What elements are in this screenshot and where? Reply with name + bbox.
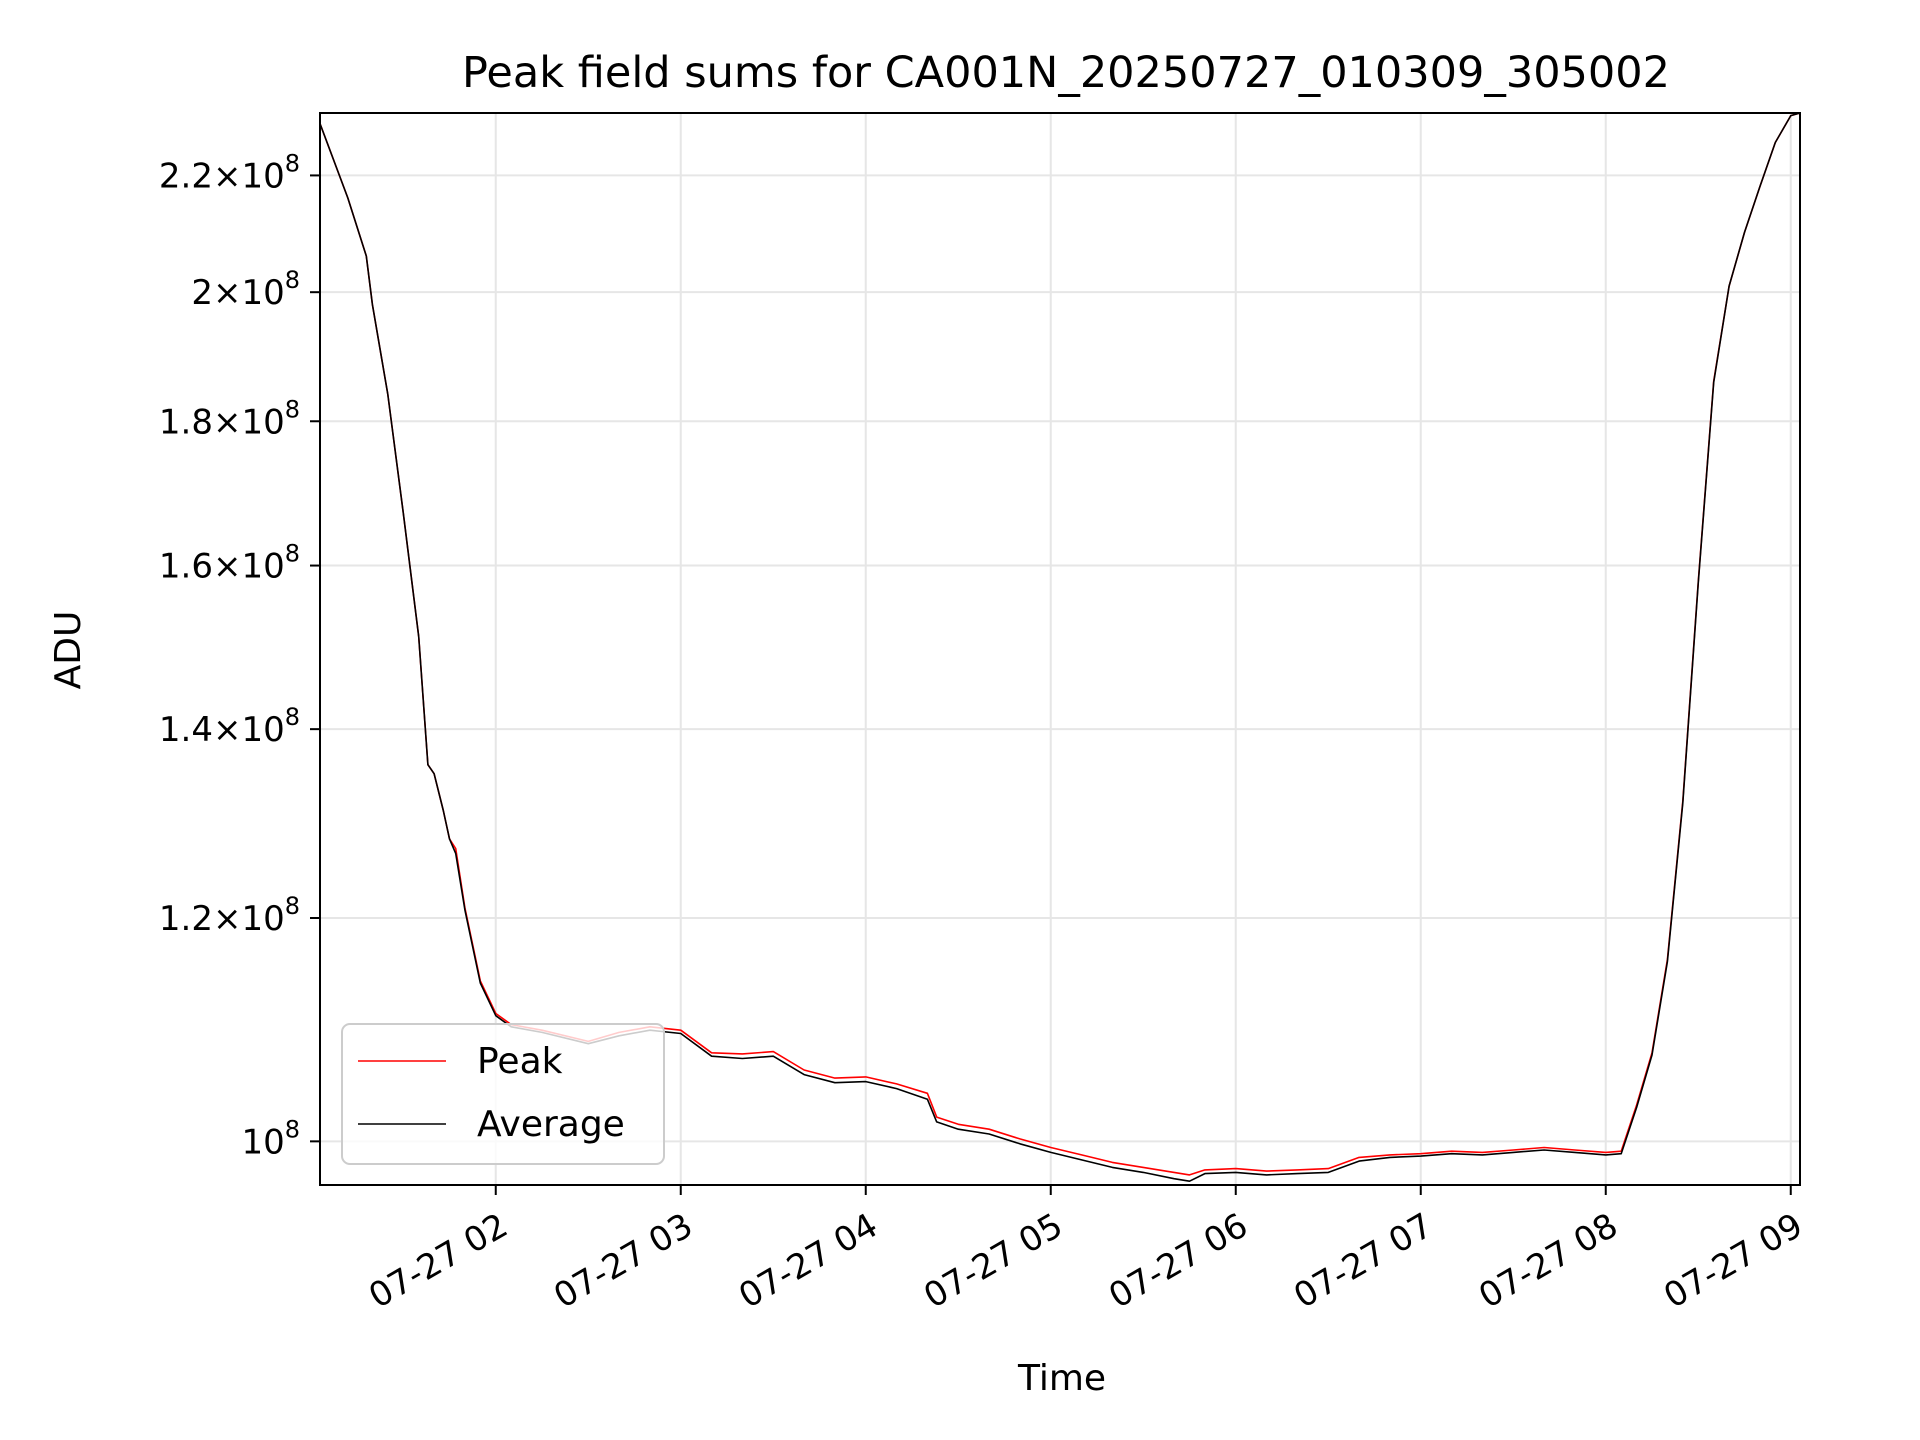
plot-frame: [319, 112, 1801, 1186]
x-axis-label: Time: [1017, 1358, 1106, 1399]
y-axis-label: ADU: [48, 611, 89, 690]
plot-area: [319, 112, 1801, 1182]
y-tick-label: 108: [241, 1115, 300, 1162]
legend: Peak Average: [341, 1023, 665, 1165]
y-tick-label: 2.2×108: [159, 149, 300, 196]
y-tick-mantissa: 2.2×10: [159, 156, 285, 196]
y-tick-mantissa: 10: [241, 1122, 284, 1162]
y-tick-exponent: 8: [285, 149, 300, 177]
legend-label-average: Average: [477, 1104, 625, 1145]
series-line-average: [319, 112, 1801, 1182]
y-tick-exponent: 8: [285, 395, 300, 423]
chart-title: Peak field sums for CA001N_20250727_0103…: [462, 48, 1670, 98]
y-axis: 1081.2×1081.4×1081.6×1081.8×1082×1082.2×…: [159, 149, 320, 1162]
y-tick-exponent: 8: [285, 1115, 300, 1143]
y-tick-label: 2×108: [191, 266, 300, 313]
y-tick-mantissa: 2×10: [191, 273, 284, 313]
y-tick-mantissa: 1.4×10: [159, 710, 285, 750]
y-tick-label: 1.4×108: [159, 703, 300, 750]
y-tick-mantissa: 1.6×10: [159, 547, 285, 587]
y-tick-exponent: 8: [285, 892, 300, 920]
y-tick-exponent: 8: [285, 266, 300, 294]
y-tick-mantissa: 1.2×10: [159, 899, 285, 939]
legend-box: [341, 1023, 665, 1165]
y-tick-label: 1.8×108: [159, 395, 300, 442]
y-tick-mantissa: 1.8×10: [159, 402, 285, 442]
y-tick-exponent: 8: [285, 540, 300, 568]
legend-label-peak: Peak: [477, 1041, 563, 1082]
y-tick-label: 1.2×108: [159, 892, 300, 939]
y-tick-label: 1.6×108: [159, 540, 300, 587]
y-tick-exponent: 8: [285, 703, 300, 731]
